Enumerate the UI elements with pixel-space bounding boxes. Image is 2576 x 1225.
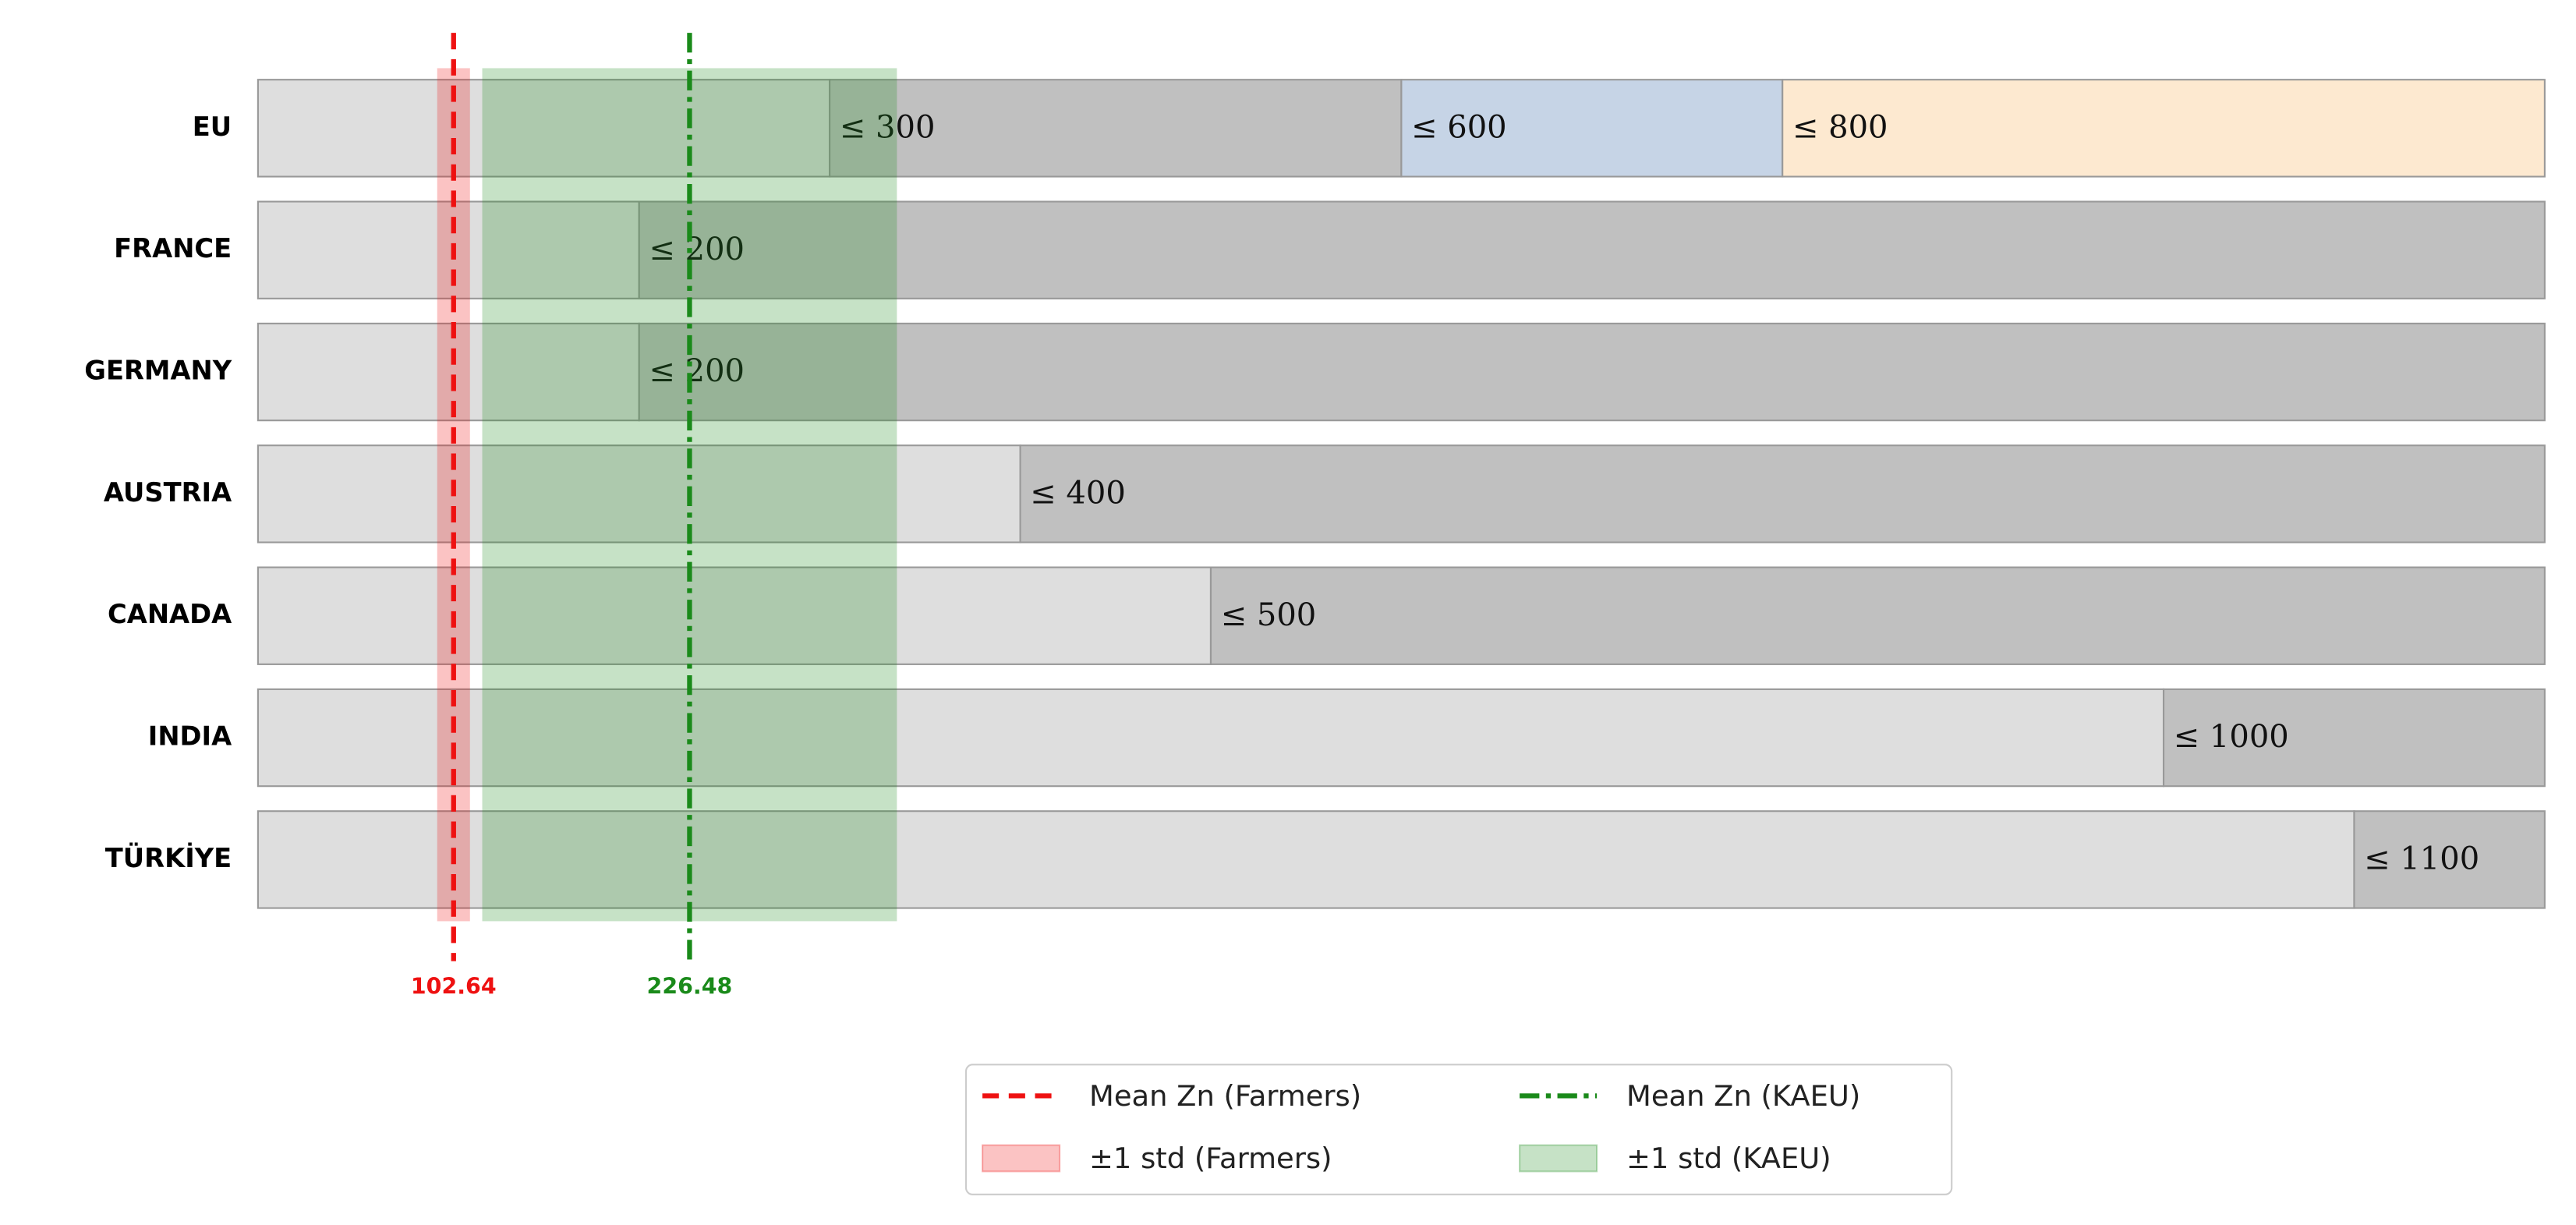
- legend-patch: [1519, 1144, 1598, 1173]
- legend-patch: [982, 1144, 1061, 1173]
- bar-segment: [1400, 79, 1784, 178]
- bar-segment: [2162, 688, 2546, 788]
- threshold-label: ≤ 600: [1411, 109, 1507, 145]
- threshold-label: ≤ 1000: [2174, 719, 2289, 755]
- legend-box: [964, 1064, 1953, 1195]
- bar-segment: [1019, 444, 2546, 543]
- threshold-label: ≤ 200: [649, 353, 745, 389]
- bar-segment: [2353, 810, 2546, 909]
- bar-segment: [257, 566, 1212, 665]
- legend-text: Mean Zn (KAEU): [1626, 1079, 1860, 1113]
- mean-label: 102.64: [411, 973, 497, 999]
- bar-segment: [1782, 79, 2546, 178]
- bar-segment: [257, 79, 831, 178]
- bar-segment: [257, 322, 640, 422]
- bar-segment: [257, 444, 1021, 543]
- legend-text: ±1 std (Farmers): [1089, 1142, 1332, 1175]
- bar-segment: [257, 200, 640, 299]
- threshold-label: ≤ 400: [1030, 475, 1126, 511]
- threshold-label: ≤ 300: [840, 109, 936, 145]
- bar-segment: [1209, 566, 2546, 665]
- threshold-label: ≤ 500: [1221, 597, 1317, 633]
- legend-text: ±1 std (KAEU): [1626, 1142, 1831, 1175]
- mean-label: 226.48: [647, 973, 733, 999]
- row-label: EU: [193, 112, 232, 142]
- bar-segment: [257, 810, 2355, 909]
- row-label: TÜRKİYE: [105, 842, 232, 873]
- threshold-label: ≤ 1100: [2364, 841, 2479, 877]
- row-label: AUSTRIA: [104, 477, 232, 508]
- threshold-label: ≤ 200: [649, 232, 745, 267]
- row-label: GERMANY: [84, 356, 232, 386]
- row-label: FRANCE: [114, 233, 232, 264]
- bar-segment: [829, 79, 1403, 178]
- bar-segment: [638, 322, 2546, 422]
- legend-text: Mean Zn (Farmers): [1089, 1079, 1361, 1113]
- threshold-label: ≤ 800: [1792, 109, 1888, 145]
- row-label: CANADA: [108, 599, 232, 629]
- bar-segment: [257, 688, 2165, 788]
- bar-segment: [638, 200, 2546, 299]
- row-label: INDIA: [148, 721, 232, 752]
